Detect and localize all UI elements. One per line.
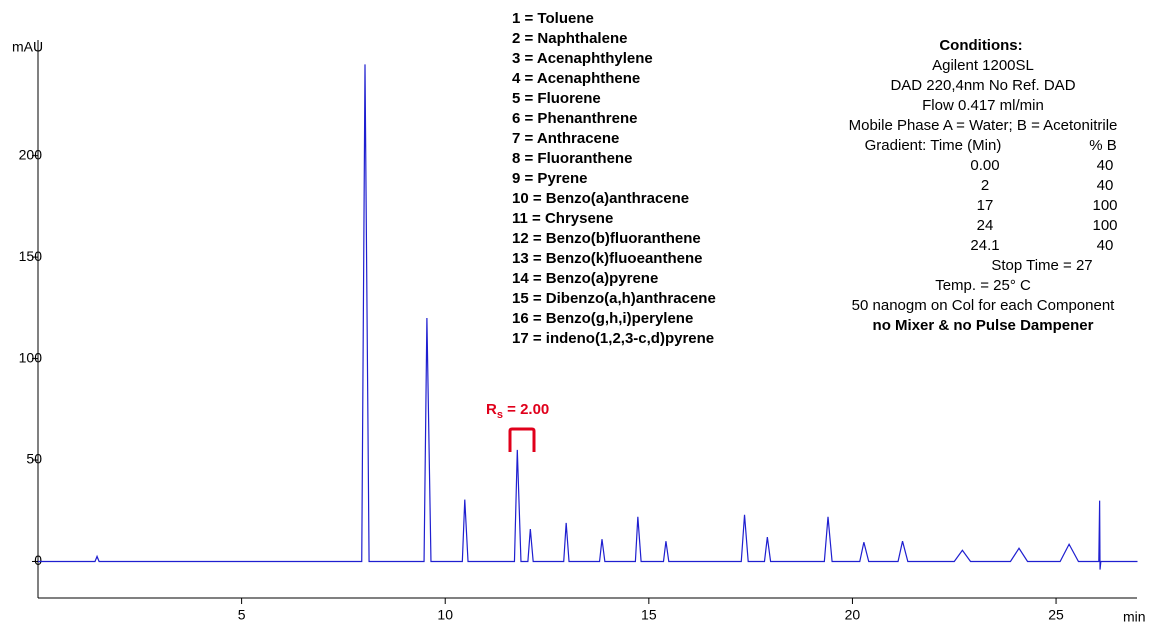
rest: = 2.00 [503, 401, 549, 418]
r: R [486, 401, 497, 418]
y-tick-label: 150 [19, 248, 43, 264]
x-tick-label: 25 [1048, 607, 1064, 623]
compound: 10 = Benzo(a)anthracene [512, 190, 689, 207]
x-tick-label: 15 [641, 607, 657, 623]
conditions-title: Conditions: [939, 37, 1022, 54]
condition: Temp. = 25° C [935, 277, 1031, 294]
gradient-time: 24 [977, 217, 994, 234]
resolution-bracket [508, 427, 536, 452]
compound: 4 = Acenaphthene [512, 70, 640, 87]
compound: 17 = indeno(1,2,3-c,d)pyrene [512, 330, 714, 347]
x-axis-label: min [1123, 609, 1146, 625]
condition: Agilent 1200SL [932, 57, 1034, 74]
condition: Mobile Phase A = Water; B = Acetonitrile [849, 117, 1118, 134]
y-tick-label: 100 [19, 349, 43, 365]
compound: 11 = Chrysene [512, 210, 613, 227]
x-tick-label: 5 [238, 607, 246, 623]
gradient-header: Gradient: Time (Min) [865, 137, 1002, 154]
compound: 6 = Phenanthrene [512, 110, 637, 127]
gradient-time: 0.00 [970, 157, 999, 174]
gradient-b: 100 [1092, 197, 1117, 214]
gradient-time: 17 [977, 197, 994, 214]
compound: 8 = Fluoranthene [512, 150, 632, 167]
compound: 12 = Benzo(b)fluoranthene [512, 230, 701, 247]
x-tick-label: 10 [437, 607, 453, 623]
gradient-time: 2 [981, 177, 989, 194]
y-tick-label: 0 [34, 552, 42, 568]
condition: Flow 0.417 ml/min [922, 97, 1044, 114]
compound: 9 = Pyrene [512, 170, 587, 187]
condition: 50 nanogm on Col for each Component [852, 297, 1116, 314]
gradient-b: 40 [1097, 177, 1114, 194]
x-tick-label: 20 [845, 607, 861, 623]
compound: 3 = Acenaphthylene [512, 50, 653, 67]
gradient-b: 100 [1092, 217, 1117, 234]
compound: 14 = Benzo(a)pyrene [512, 270, 658, 287]
compound: 13 = Benzo(k)fluoeanthene [512, 250, 702, 267]
compound: 2 = Naphthalene [512, 30, 627, 47]
compound: 7 = Anthracene [512, 130, 619, 147]
gradient-b: 40 [1097, 237, 1114, 254]
trace [38, 64, 1138, 570]
stop-time: Stop Time = 27 [991, 257, 1092, 274]
resolution-label: Rs = 2.00 [486, 401, 549, 421]
conditions-note: no Mixer & no Pulse Dampener [873, 317, 1094, 334]
compound: 5 = Fluorene [512, 90, 601, 107]
gradient-header: % B [1089, 137, 1117, 154]
y-tick-label: 50 [26, 451, 42, 467]
sub: s [497, 409, 503, 421]
compound: 1 = Toluene [512, 10, 594, 27]
y-tick-label: 200 [19, 146, 43, 162]
gradient-time: 24.1 [970, 237, 999, 254]
gradient-b: 40 [1097, 157, 1114, 174]
condition: DAD 220,4nm No Ref. DAD [890, 77, 1075, 94]
compound: 15 = Dibenzo(a,h)anthracene [512, 290, 716, 307]
y-axis-label: mAU [12, 39, 43, 55]
compound: 16 = Benzo(g,h,i)perylene [512, 310, 693, 327]
